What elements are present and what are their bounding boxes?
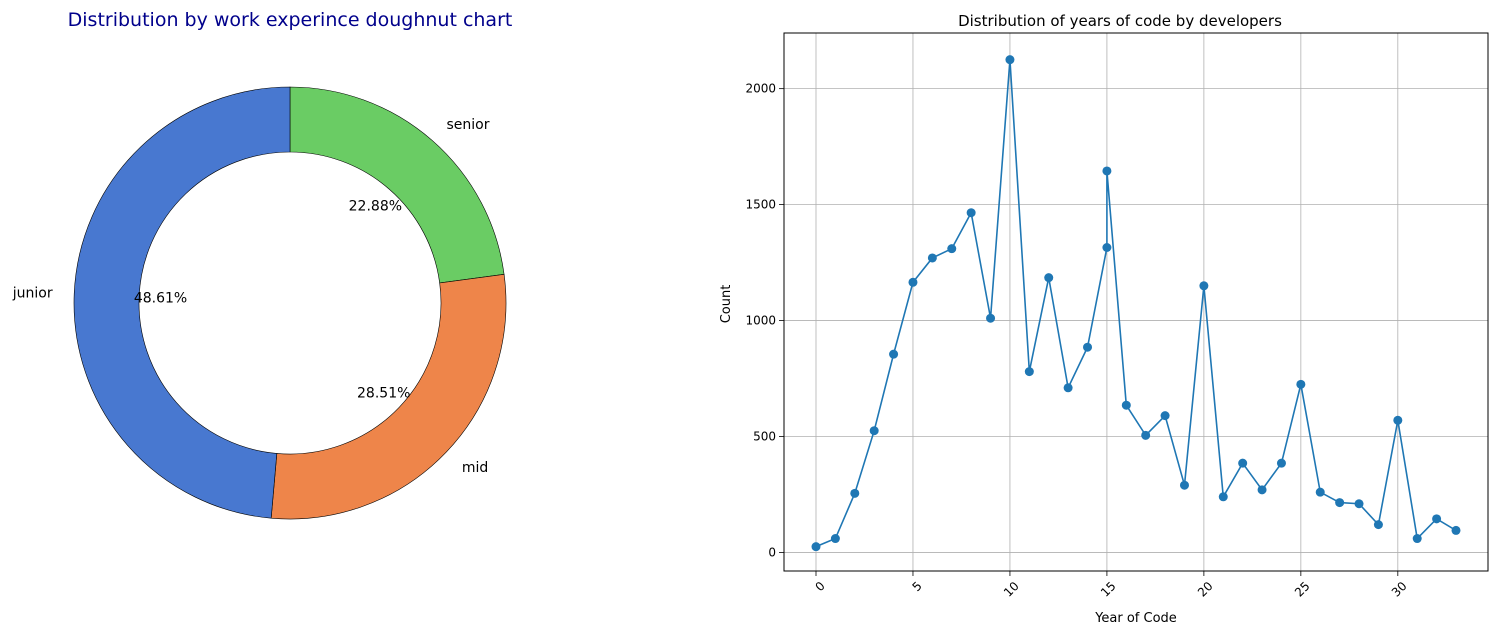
data-point (1083, 342, 1093, 352)
x-axis-label: Year of Code (1094, 611, 1177, 626)
data-point (1238, 458, 1248, 468)
data-point (1451, 525, 1461, 535)
plot-frame (783, 32, 1489, 572)
y-tick-label: 1000 (745, 314, 776, 328)
data-point (889, 349, 899, 359)
x-tick-label: 0 (812, 579, 827, 594)
data-point (908, 277, 918, 287)
data-point (1373, 520, 1383, 530)
series (811, 55, 1461, 552)
data-point (1296, 379, 1306, 389)
wedge-label-junior: junior (12, 286, 53, 302)
data-point (1005, 55, 1015, 65)
ticks: 0 5 10 15 20 25 30 0 500 1000 1500 2000 (745, 82, 1409, 600)
data-point (850, 488, 860, 498)
data-point (1276, 458, 1286, 468)
y-axis-label: Count (719, 285, 734, 324)
y-tick-label: 500 (753, 430, 776, 444)
wedge-label-senior: senior (446, 117, 489, 133)
data-point (1160, 411, 1170, 421)
data-point (830, 534, 840, 544)
y-tick-label: 2000 (745, 82, 776, 96)
x-tick-label: 10 (1001, 579, 1022, 600)
data-point (927, 253, 937, 263)
data-point (1412, 534, 1422, 544)
data-point (947, 244, 957, 254)
wedge-label-mid: mid (462, 460, 488, 476)
data-point (1141, 430, 1151, 440)
data-point (1102, 166, 1112, 176)
data-point (1218, 492, 1228, 502)
doughnut-wedges (73, 86, 507, 520)
data-point (1257, 485, 1267, 495)
data-point (811, 542, 821, 552)
data-point (1102, 243, 1112, 253)
wedge-percent-junior: 48.61% (134, 290, 187, 306)
data-point (1063, 383, 1073, 393)
x-tick-label: 5 (909, 579, 924, 594)
wedge-percent-senior: 22.88% (349, 198, 402, 214)
data-point (1024, 367, 1034, 377)
doughnut-chart-title: Distribution by work experince doughnut … (68, 9, 513, 31)
x-tick-label: 30 (1389, 579, 1410, 600)
x-tick-label: 15 (1098, 579, 1119, 600)
data-point (986, 313, 996, 323)
wedge-junior (73, 86, 291, 519)
data-point (1354, 499, 1364, 509)
wedge-senior (289, 86, 505, 284)
series-line (815, 59, 1457, 548)
wedge-percent-mid: 28.51% (357, 386, 410, 402)
data-point (1432, 514, 1442, 524)
data-point (966, 208, 976, 218)
y-tick-label: 0 (768, 545, 776, 559)
grid (784, 33, 1488, 571)
data-point (869, 426, 879, 436)
doughnut-chart: Distribution by work experince doughnut … (12, 9, 513, 520)
line-chart: Distribution of years of code by develop… (719, 12, 1489, 626)
data-point (1121, 400, 1131, 410)
x-tick-label: 25 (1292, 579, 1313, 600)
data-point (1199, 281, 1209, 291)
data-point (1179, 480, 1189, 490)
doughnut-labels: senior 22.88% mid 28.51% junior 48.61% (12, 117, 490, 476)
data-point (1044, 273, 1054, 283)
wedge-mid (270, 273, 507, 520)
y-tick-label: 1500 (745, 198, 776, 212)
data-point (1393, 415, 1403, 425)
x-tick-label: 20 (1195, 579, 1216, 600)
data-point (1335, 498, 1345, 508)
line-chart-title: Distribution of years of code by develop… (958, 12, 1282, 30)
data-point (1315, 487, 1325, 497)
